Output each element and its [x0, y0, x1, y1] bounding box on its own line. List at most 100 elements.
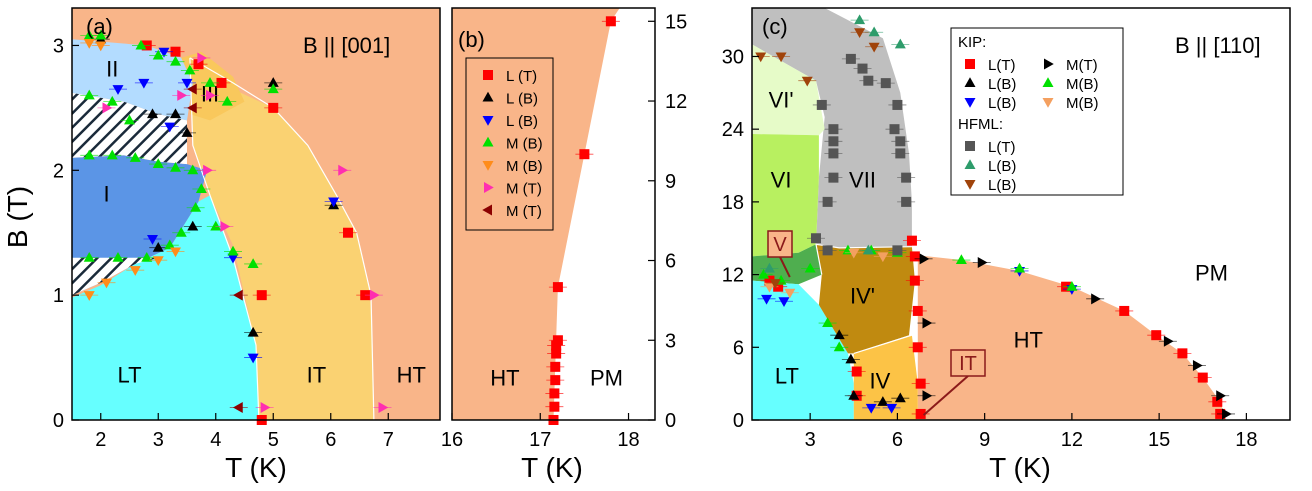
legend-entry: L (T)	[483, 68, 537, 85]
data-point	[138, 78, 150, 89]
data-point	[152, 49, 164, 60]
data-point	[550, 375, 561, 386]
panel-b-frame	[451, 7, 656, 421]
panel-a-frame	[71, 7, 441, 421]
data-point	[83, 149, 95, 160]
data-point	[267, 77, 279, 87]
x-tick-label: 3	[153, 429, 164, 451]
data-point	[83, 38, 95, 49]
callout-arrow	[922, 375, 969, 416]
panel-b-label: (b)	[458, 27, 485, 52]
data-point	[1222, 408, 1232, 420]
data-point	[1192, 359, 1203, 371]
series-m-t	[183, 83, 248, 414]
data-point	[164, 122, 176, 133]
region-label-ii: II	[106, 57, 118, 82]
data-point	[112, 85, 124, 95]
legend-label: M (B)	[506, 158, 543, 175]
data-point	[175, 226, 187, 237]
legend-entry: L(B)	[964, 76, 1016, 93]
data-point	[112, 251, 124, 262]
data-point	[106, 149, 118, 160]
data-point	[894, 38, 906, 49]
region-label-iv: IV	[870, 368, 891, 393]
panel-c-points: V IT	[751, 14, 1236, 420]
data-point	[977, 256, 988, 268]
legend-label: L (B)	[506, 91, 538, 108]
legend-label: M (T)	[506, 181, 542, 198]
data-point	[551, 340, 562, 351]
data-point	[187, 220, 199, 231]
legend-marker	[964, 77, 976, 87]
data-point	[1177, 348, 1188, 359]
data-point	[909, 251, 920, 262]
data-point	[763, 282, 775, 293]
data-point	[901, 172, 912, 183]
y-tick-label: 3	[665, 330, 676, 352]
data-point	[181, 78, 193, 89]
data-point	[135, 39, 147, 50]
region-label-vii: VII	[849, 167, 876, 192]
region-iv-prime	[816, 244, 915, 354]
callout-label: IT	[959, 353, 977, 375]
data-point	[247, 258, 259, 268]
data-point	[101, 278, 112, 289]
legend-marker	[1042, 77, 1054, 87]
data-point	[833, 341, 845, 352]
region-label-iv: IV'	[850, 284, 875, 309]
data-point	[170, 247, 181, 258]
legend-label: L(T)	[988, 139, 1016, 156]
legend-entry: L(B)	[964, 177, 1016, 194]
y-tick-label: 18	[722, 192, 744, 214]
data-point	[851, 366, 862, 377]
x-tick-label: 3	[805, 429, 816, 451]
legend-entry: L(B)	[964, 158, 1016, 175]
data-point	[778, 297, 790, 307]
data-point	[1014, 262, 1026, 273]
region-vi	[752, 134, 819, 257]
data-point	[1066, 280, 1078, 291]
data-point	[857, 63, 868, 74]
region-ii	[72, 39, 193, 121]
data-point	[906, 235, 917, 246]
y-tick-label: 2	[53, 160, 64, 182]
data-point	[862, 244, 874, 255]
region-label-pm: PM	[1195, 261, 1228, 286]
series-l-b	[830, 329, 910, 406]
legend-entry: L (B)	[482, 113, 538, 130]
data-point	[233, 289, 243, 301]
panel-b-axes: 16 17 18 0 3 6 9 12 15	[441, 7, 687, 451]
data-point	[912, 305, 923, 316]
data-point	[1119, 305, 1130, 316]
data-point	[816, 99, 827, 110]
y-tick-label: 9	[665, 171, 676, 193]
data-point	[206, 89, 216, 101]
legend-entry: M (B)	[482, 136, 543, 153]
series-l-b	[109, 47, 343, 364]
data-point	[343, 227, 353, 238]
y-tick-label: 30	[722, 46, 744, 68]
legend-label: M (T)	[506, 203, 542, 220]
data-point	[170, 162, 181, 172]
region-label-vi: VI	[771, 167, 792, 192]
x-tick-label: 18	[1235, 429, 1257, 451]
legend-entry: M(T)	[1044, 57, 1098, 74]
data-point	[551, 348, 562, 359]
data-point	[828, 136, 839, 147]
data-point	[204, 77, 216, 87]
data-point	[227, 253, 239, 264]
data-point	[854, 28, 866, 38]
legend-entry: L(T)	[965, 139, 1016, 156]
region-hatch-upper	[72, 92, 187, 165]
legend-label: M(T)	[1066, 57, 1098, 74]
x-tick-label: 17	[529, 429, 551, 451]
data-point	[197, 52, 208, 64]
data-point	[552, 335, 563, 346]
panel-c: LT IV IV' VI VI' VII HT PM V IT 3 6 9 12 15 18 0 6 12 18 2…	[722, 7, 1291, 483]
data-point	[886, 403, 898, 414]
panel-c-xlabel: T (K)	[989, 452, 1051, 483]
legend-marker	[964, 98, 976, 108]
panel-b: HT PM 16 17 18 0 3 6 9 12 15 T (K) (b) L (T) L (B)…	[441, 7, 687, 483]
data-point	[892, 245, 903, 256]
series-m-t	[914, 253, 1236, 420]
